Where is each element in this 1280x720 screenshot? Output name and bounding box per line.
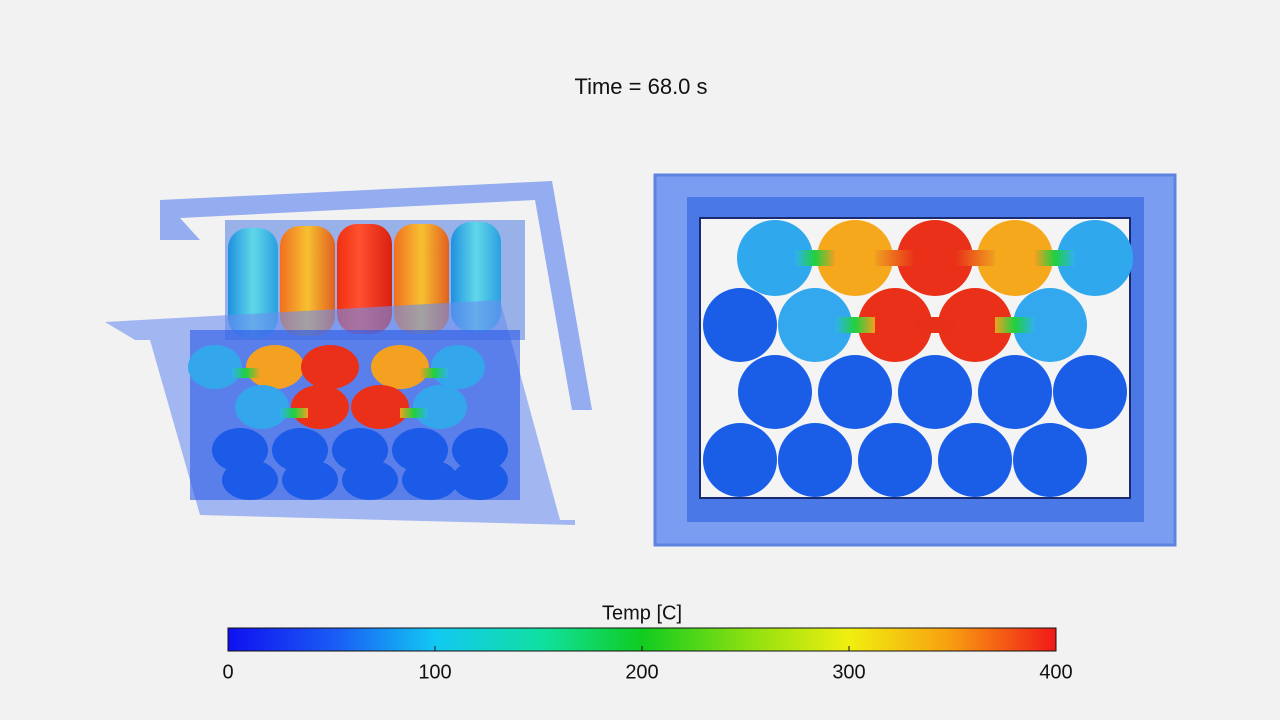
colorbar-tick-label: 100 [418, 661, 451, 683]
top-view [653, 173, 1177, 547]
colorbar-tick-label: 400 [1039, 661, 1072, 683]
colorbar-tick-label: 0 [222, 661, 233, 683]
colorbar-tick-label: 200 [625, 661, 658, 683]
iso-view [105, 181, 592, 525]
time-title: Time = 68.0 s [574, 74, 707, 99]
colorbar-label: Temp [C] [602, 602, 682, 624]
colorbar-tick-label: 300 [832, 661, 865, 683]
colorbar: Temp [C] 0 100 200 300 400 [222, 602, 1072, 683]
